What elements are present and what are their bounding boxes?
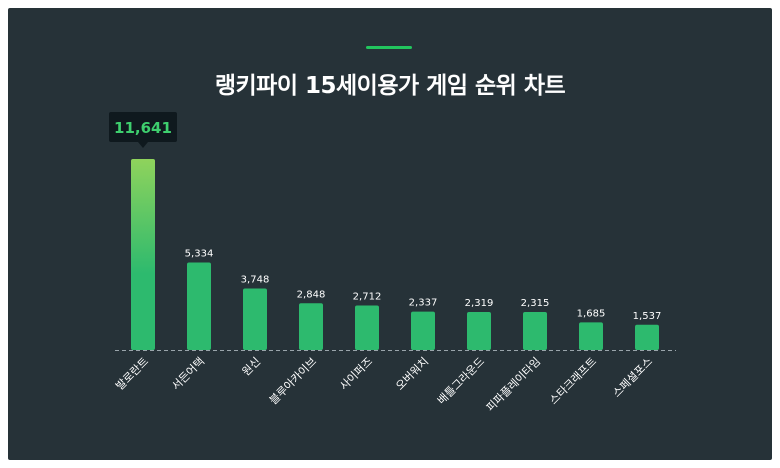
bar-chart: 11,641 발로란트 5,334 서든어택 3,748 원신 2,848 블루아카이브 2,7… (109, 112, 676, 414)
tooltip-pointer (138, 142, 148, 148)
category-label-10: 스페셜포스 (610, 355, 655, 400)
bar-1 (131, 159, 155, 350)
category-label-6: 오버워치 (393, 355, 431, 393)
value-label-8: 2,315 (521, 298, 550, 309)
value-label-10: 1,537 (633, 311, 662, 322)
title-accent-line (366, 46, 412, 49)
value-label-3: 3,748 (241, 275, 270, 286)
bar-10 (635, 324, 659, 350)
bar-8 (523, 312, 547, 350)
bar-5 (355, 305, 379, 350)
value-label-9: 1,685 (577, 308, 606, 319)
bar-3 (243, 288, 267, 350)
chart-title: 랭키파이 15세이용가 게임 순위 차트 (214, 73, 566, 99)
category-label-3: 원신 (240, 355, 264, 379)
bar-6 (411, 311, 435, 350)
value-label-2: 5,334 (185, 248, 214, 259)
value-label-4: 2,848 (297, 289, 326, 300)
category-label-8: 피파플레이타임 (484, 355, 543, 414)
bar-4 (299, 303, 323, 350)
category-label-7: 배틀그라운드 (435, 355, 487, 407)
category-label-1: 발로란트 (113, 355, 151, 393)
value-label-5: 2,712 (353, 292, 382, 303)
category-label-9: 스타크래프트 (547, 355, 599, 407)
tooltip-box (109, 112, 177, 142)
category-label-5: 사이퍼즈 (337, 355, 375, 393)
bar-2 (187, 262, 211, 350)
value-label-7: 2,319 (465, 298, 494, 309)
bar-7 (467, 311, 491, 350)
value-label-6: 2,337 (409, 298, 438, 309)
bar-9 (579, 322, 603, 350)
category-label-2: 서든어택 (169, 355, 207, 393)
value-label-1: 11,641 (114, 119, 172, 137)
chart-card: 랭키파이 15세이용가 게임 순위 차트 11,641 발로란트 5,334 서든어택… (8, 8, 772, 460)
category-label-4: 블루아카이브 (267, 355, 319, 407)
